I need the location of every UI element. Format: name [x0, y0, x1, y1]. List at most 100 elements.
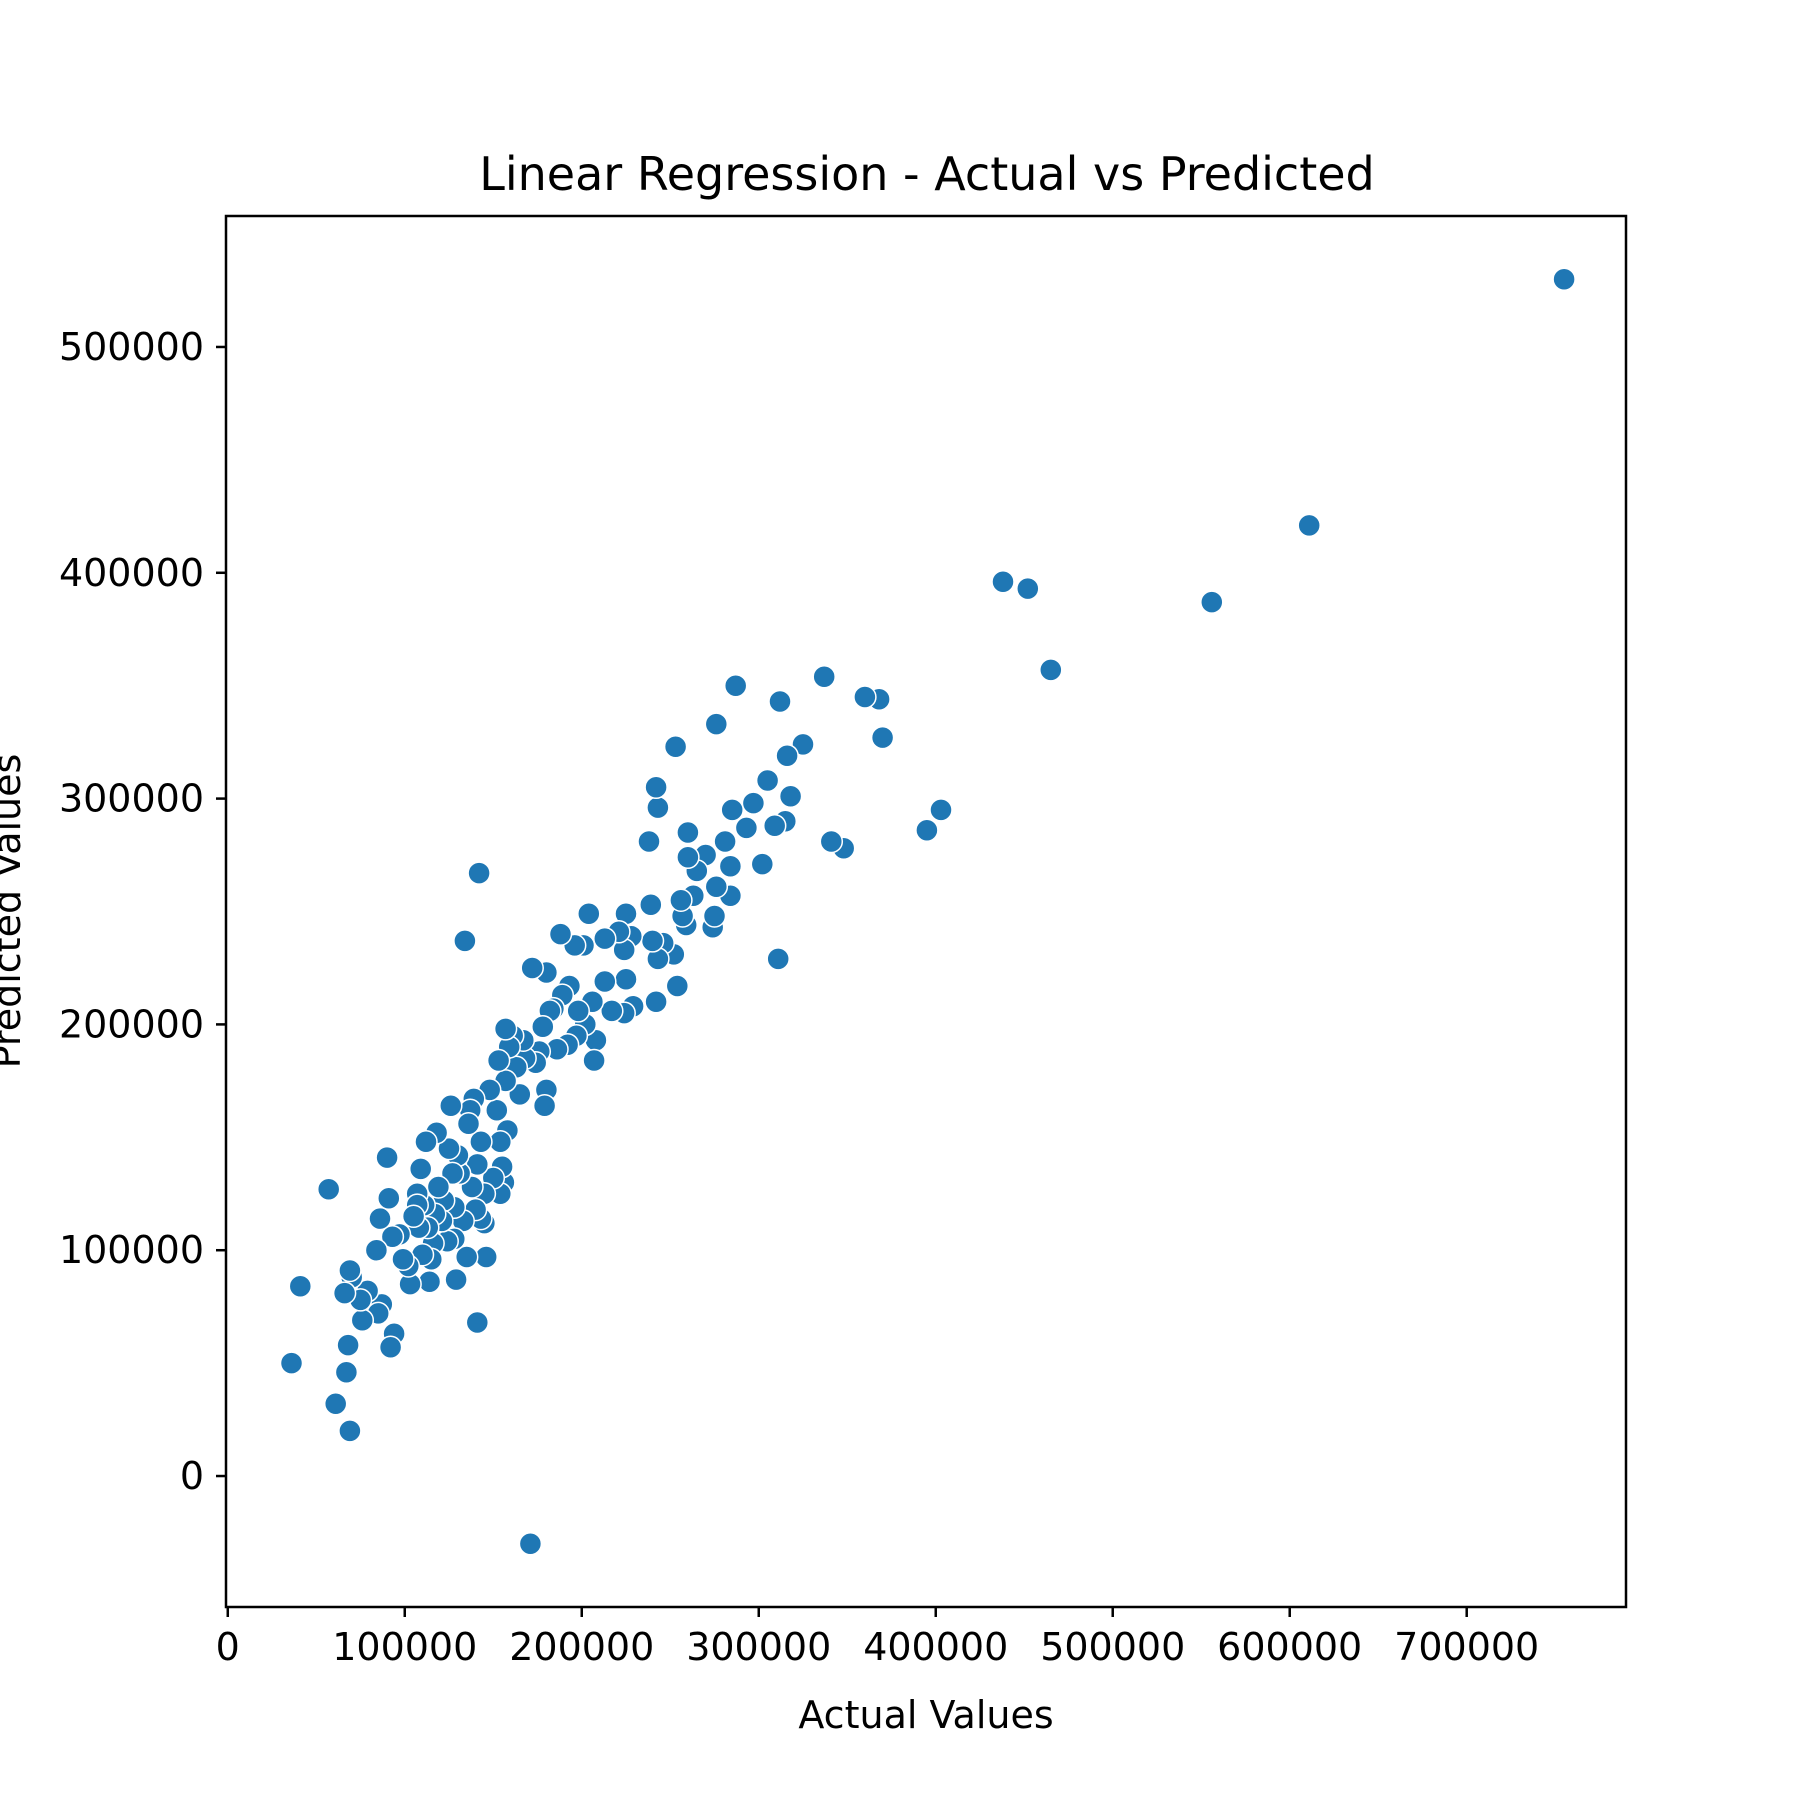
data-point-118 [453, 929, 477, 953]
data-point-104 [474, 1245, 498, 1269]
data-point-47 [644, 775, 668, 800]
data-point-66 [577, 902, 601, 926]
data-point-166 [334, 1360, 359, 1384]
data-point-170 [288, 1274, 313, 1299]
data-point-101 [485, 1098, 509, 1122]
data-point-126 [439, 1093, 463, 1118]
data-point-2 [1200, 590, 1224, 614]
data-point-52 [637, 829, 661, 854]
data-point-7 [915, 818, 939, 842]
data-point-39 [676, 845, 700, 870]
x-tick-label-3: 300000 [686, 1625, 831, 1669]
x-tick-label-4: 400000 [863, 1625, 1008, 1669]
data-point-8 [870, 725, 895, 750]
data-point-109 [467, 861, 491, 885]
x-tick-label-7: 700000 [1394, 1625, 1539, 1669]
data-point-168 [323, 1392, 348, 1416]
data-point-62 [593, 926, 617, 951]
data-point-164 [338, 1419, 362, 1443]
data-point-131 [426, 1175, 451, 1199]
data-point-23 [741, 791, 766, 815]
data-point-156 [368, 1206, 392, 1231]
x-tick-label-6: 600000 [1217, 1625, 1362, 1669]
data-point-81 [532, 1093, 557, 1118]
data-point-145 [401, 1204, 426, 1229]
y-tick-label-2: 200000 [59, 1002, 204, 1046]
data-point-46 [646, 795, 670, 820]
data-point-141 [408, 1157, 433, 1181]
data-point-41 [669, 888, 693, 912]
data-point-165 [336, 1333, 360, 1357]
data-point-100 [486, 1048, 511, 1073]
data-point-50 [639, 892, 663, 917]
data-point-153 [377, 1186, 401, 1211]
y-tick-label-4: 400000 [59, 551, 204, 595]
data-point-127 [437, 1136, 461, 1161]
x-axis-label: Actual Values [798, 1693, 1053, 1737]
data-point-48 [644, 990, 668, 1014]
data-point-75 [548, 922, 573, 946]
data-point-116 [456, 1112, 481, 1136]
data-point-151 [380, 1224, 405, 1249]
data-points [279, 267, 1576, 1556]
data-point-148 [391, 1247, 415, 1272]
data-point-24 [734, 816, 759, 840]
y-tick-label-3: 300000 [59, 777, 204, 821]
data-point-136 [417, 1270, 442, 1294]
data-point-167 [332, 1281, 357, 1305]
data-point-110 [465, 1310, 490, 1335]
data-point-22 [750, 852, 775, 876]
data-point-158 [364, 1238, 389, 1262]
data-point-0 [1552, 267, 1576, 291]
x-axis-ticks: 0 100000 200000 300000 400000 500000 600000 700… [216, 1607, 1539, 1669]
y-tick-label-5: 500000 [59, 325, 204, 369]
data-point-152 [378, 1335, 403, 1360]
data-point-4 [1016, 576, 1040, 601]
data-point-56 [614, 967, 638, 991]
plot-frame [224, 214, 1628, 1609]
data-point-154 [375, 1145, 399, 1170]
data-point-69 [566, 999, 590, 1023]
data-point-14 [791, 732, 815, 757]
y-tick-label-0: 0 [180, 1454, 204, 1498]
data-point-10 [853, 685, 877, 709]
data-point-51 [640, 929, 665, 953]
data-point-171 [279, 1351, 304, 1375]
data-point-19 [766, 947, 790, 971]
data-point-6 [929, 798, 953, 822]
x-tick-label-0: 0 [216, 1625, 240, 1669]
y-axis-label: Predicted Values [0, 754, 29, 1069]
data-point-43 [665, 974, 690, 998]
data-point-138 [414, 1130, 438, 1154]
data-point-82 [531, 1014, 555, 1039]
data-point-88 [508, 1082, 532, 1107]
data-point-169 [316, 1177, 341, 1201]
chart-title: Linear Regression - Actual vs Predicted [479, 147, 1375, 201]
data-point-125 [440, 1161, 465, 1186]
data-point-12 [819, 829, 844, 854]
data-point-122 [444, 1267, 468, 1292]
data-point-86 [518, 1532, 543, 1556]
data-point-21 [755, 768, 780, 793]
data-point-42 [663, 734, 688, 759]
data-point-20 [762, 813, 787, 838]
data-point-18 [768, 689, 792, 714]
data-point-1 [1297, 513, 1321, 538]
y-axis-ticks: 0 100000 200000 300000 400000 500000 [59, 325, 226, 1498]
data-point-26 [720, 798, 744, 822]
data-point-33 [702, 904, 727, 928]
data-point-85 [520, 956, 544, 980]
data-point-163 [338, 1258, 362, 1283]
data-point-25 [723, 673, 748, 698]
data-point-61 [593, 969, 617, 994]
x-tick-label-2: 200000 [509, 1625, 654, 1669]
data-point-37 [676, 820, 700, 845]
y-tick-label-1: 100000 [59, 1228, 204, 1272]
data-point-60 [600, 999, 624, 1023]
data-point-30 [704, 712, 729, 736]
data-point-15 [778, 784, 803, 809]
data-point-64 [582, 1048, 606, 1073]
data-point-117 [454, 1245, 479, 1269]
data-point-94 [493, 1017, 518, 1041]
